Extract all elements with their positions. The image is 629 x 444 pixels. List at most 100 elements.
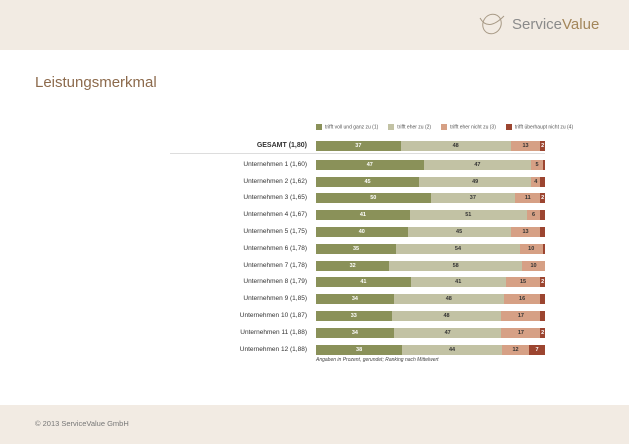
stacked-bar: 40 45 13: [316, 227, 545, 237]
category-label: Unternehmen 10 (1,87): [239, 312, 307, 319]
legend-label: trifft eher nicht zu (3): [450, 124, 496, 131]
bar-segment: 16: [503, 294, 541, 305]
bar-segment: 34: [316, 294, 394, 305]
bar-segment: 37: [430, 193, 516, 204]
bar-segment: 2: [540, 277, 545, 288]
bar-segment: [542, 159, 545, 170]
stacked-bar: 33 48 17: [316, 311, 545, 321]
bar-segment: [542, 243, 545, 254]
legend-item: trifft voll und ganz zu (1): [316, 124, 378, 130]
bar-segment: 11: [515, 193, 541, 204]
bar-segment: 7: [529, 344, 545, 355]
brand-logo: ServiceValue: [478, 12, 599, 36]
chart-row: Unternehmen 6 (1,78) 35 54 10: [0, 243, 629, 254]
stacked-bar: 41 51 6: [316, 210, 545, 221]
bar-segment: 2: [540, 327, 545, 338]
category-label: Unternehmen 4 (1,67): [243, 211, 307, 219]
bar-segment: 35: [316, 243, 397, 254]
page-title: Leistungsmerkmal: [35, 74, 157, 91]
copyright: © 2013 ServiceValue GmbH: [35, 419, 129, 428]
category-label: Unternehmen 7 (1,78): [243, 261, 307, 269]
bar-segment: [540, 210, 545, 221]
legend-item: trifft eher zu (2): [388, 124, 431, 130]
stacked-bar: 34 47 17 2: [316, 327, 545, 338]
chart-row: Unternehmen 1 (1,60) 47 47 5: [0, 159, 629, 170]
stacked-bar: 35 54 10: [316, 243, 545, 254]
logo-swirl-icon: [479, 13, 505, 35]
bar-segment: 41: [316, 210, 410, 221]
category-label: Unternehmen 1 (1,60): [243, 160, 307, 168]
category-label: Unternehmen 11 (1,88): [240, 328, 307, 336]
stacked-bar: 50 37 11 2: [316, 193, 545, 204]
stacked-bar: 37 48 13 2: [316, 141, 545, 151]
bar-segment: 10: [522, 260, 545, 271]
bar-segment: 13: [510, 141, 541, 151]
chart-row: Unternehmen 9 (1,85) 34 48 16: [0, 294, 629, 305]
bar-segment: 17: [501, 327, 541, 338]
bar-segment: 32: [316, 260, 390, 271]
bar-segment: 38: [316, 344, 403, 355]
legend-swatch: [505, 124, 512, 130]
header-band: [0, 0, 629, 50]
chart-legend: trifft voll und ganz zu (1) trifft eher z…: [316, 124, 573, 130]
legend-label: trifft voll und ganz zu (1): [325, 124, 379, 131]
bar-segment: 47: [393, 327, 502, 338]
bar-segment: 2: [540, 141, 545, 151]
legend-label: trifft überhaupt nicht zu (4): [514, 124, 574, 131]
brand-part1: Service: [512, 15, 563, 33]
bar-segment: 4: [531, 176, 541, 187]
chart-row: Unternehmen 7 (1,78) 32 58 10: [0, 260, 629, 271]
chart-row: Unternehmen 3 (1,65) 50 37 11 2: [0, 193, 629, 204]
bar-segment: 17: [501, 311, 541, 321]
bar-segment: 48: [393, 294, 504, 305]
category-label: Unternehmen 3 (1,65): [243, 194, 307, 202]
chart-row: Unternehmen 10 (1,87) 33 48 17: [0, 311, 629, 321]
legend-swatch: [388, 124, 395, 130]
stacked-bar: 38 44 12 7: [316, 344, 545, 355]
chart-row: Unternehmen 11 (1,88) 34 47 17 2: [0, 327, 629, 338]
stacked-bar: 45 49 4: [316, 176, 545, 187]
bar-segment: 41: [316, 277, 411, 288]
bar-segment: [540, 227, 545, 237]
bar-segment: 47: [316, 159, 424, 170]
bar-segment: 48: [391, 311, 502, 321]
brand-part2: Value: [562, 15, 600, 33]
bar-segment: 2: [540, 193, 545, 204]
bar-segment: [540, 311, 545, 321]
bar-segment: 45: [316, 176, 420, 187]
bar-segment: 41: [410, 277, 506, 288]
legend-item: trifft eher nicht zu (3): [441, 124, 496, 130]
bar-segment: 40: [316, 227, 408, 237]
bar-segment: 6: [526, 210, 541, 221]
footer-band: [0, 405, 629, 444]
stacked-bar: 41 41 15 2: [316, 277, 545, 288]
bar-segment: 54: [396, 243, 520, 254]
category-label: Unternehmen 9 (1,85): [243, 295, 307, 303]
legend-swatch: [441, 124, 448, 130]
stacked-bar: 47 47 5: [316, 159, 545, 170]
stacked-bar: 32 58 10: [316, 260, 545, 271]
stacked-bar: 34 48 16: [316, 294, 545, 305]
bar-segment: 34: [316, 327, 394, 338]
category-label: Unternehmen 12 (1,88): [239, 345, 307, 353]
brand-name: ServiceValue: [512, 16, 599, 33]
bar-segment: 12: [501, 344, 530, 355]
bar-segment: 58: [389, 260, 523, 271]
bar-segment: 45: [407, 227, 511, 237]
bar-segment: 15: [505, 277, 541, 288]
bar-segment: 33: [316, 311, 392, 321]
bar-segment: 48: [400, 141, 511, 151]
bar-segment: 5: [531, 159, 543, 170]
chart-row: Unternehmen 4 (1,67) 41 51 6: [0, 210, 629, 221]
chart-row: Unternehmen 12 (1,88) 38 44 12 7: [0, 344, 629, 355]
legend-swatch: [316, 124, 322, 130]
category-label: Unternehmen 6 (1,78): [243, 244, 307, 252]
bar-segment: 49: [419, 176, 532, 187]
bar-segment: [540, 176, 545, 187]
chart-row: GESAMT (1,80) 37 48 13 2: [0, 141, 629, 151]
legend-item: trifft überhaupt nicht zu (4): [505, 124, 574, 131]
category-label: GESAMT (1,80): [256, 142, 307, 149]
category-label: Unternehmen 5 (1,75): [243, 228, 307, 235]
gesamt-divider: [170, 153, 545, 154]
bar-segment: 10: [519, 243, 543, 254]
